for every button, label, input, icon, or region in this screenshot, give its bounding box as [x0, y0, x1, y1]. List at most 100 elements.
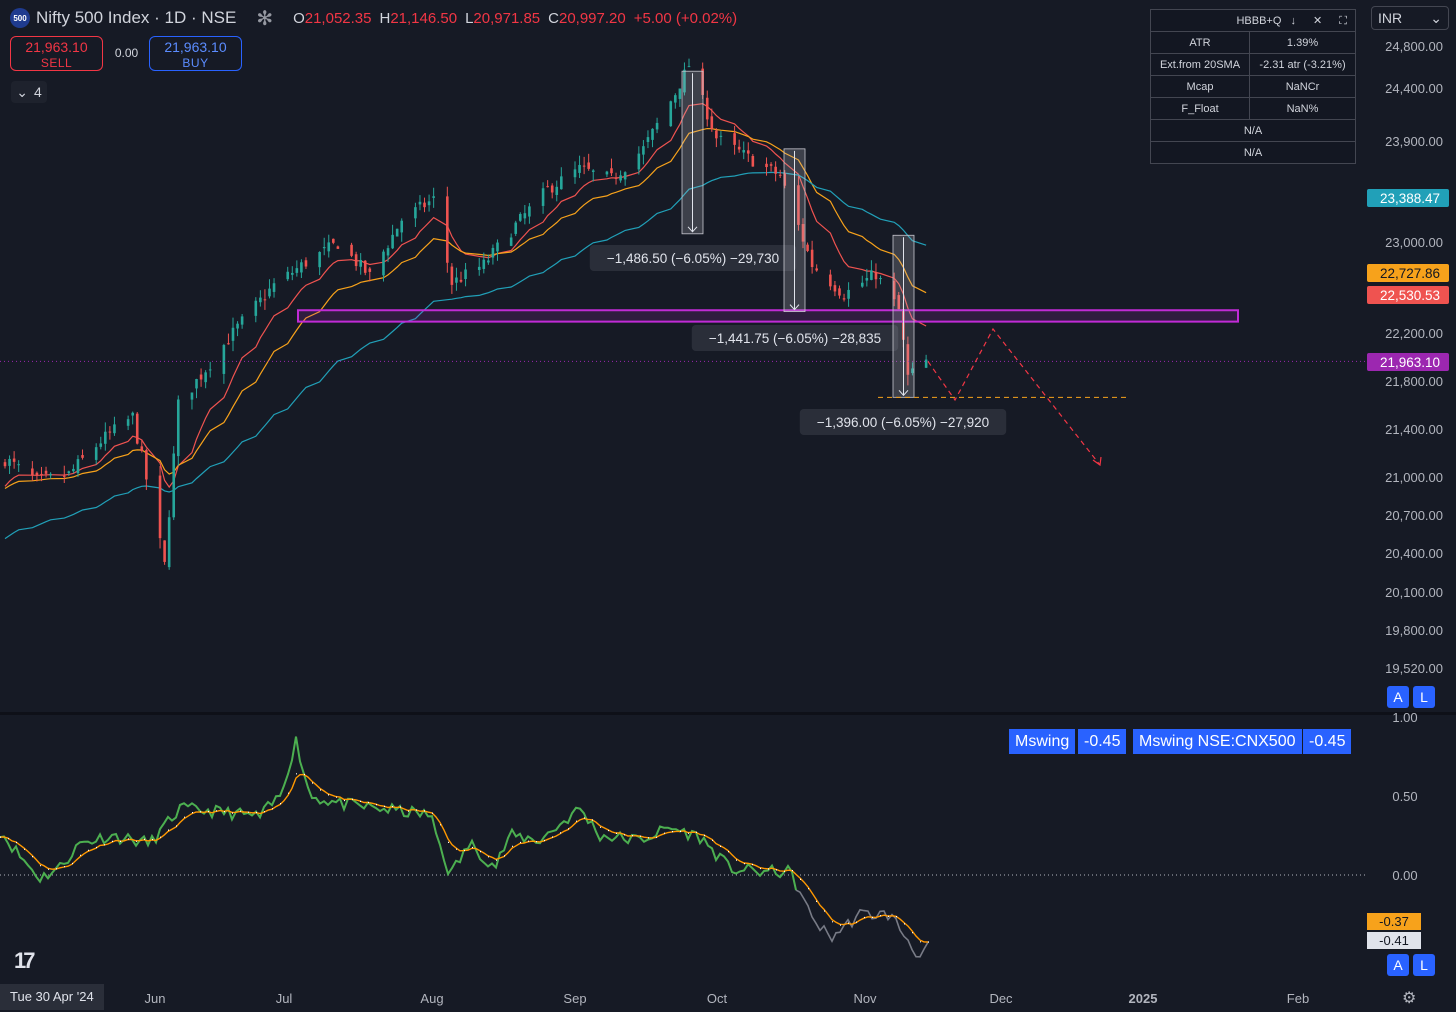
- buy-button[interactable]: 21,963.10 BUY: [149, 36, 242, 71]
- time-tick-label: Oct: [707, 991, 728, 1006]
- drawings: −1,486.50 (−6.05%) −29,730 −1,441.75 (−6.…: [0, 70, 1365, 467]
- candlestick-series: [3, 58, 928, 570]
- candle: [806, 244, 809, 251]
- candle: [710, 116, 714, 129]
- candle: [126, 419, 130, 426]
- tradingview-logo-icon[interactable]: 17: [14, 948, 36, 973]
- candle: [172, 453, 176, 518]
- measure-arrowhead: [898, 389, 909, 397]
- candle: [163, 540, 166, 562]
- collapse-icon[interactable]: ✕: [1313, 14, 1323, 27]
- osc-tag: [1367, 932, 1421, 949]
- candle: [263, 299, 267, 301]
- sell-button[interactable]: 21,963.10 SELL: [10, 36, 103, 71]
- candle: [94, 447, 98, 460]
- candle: [322, 247, 326, 249]
- download-icon[interactable]: ↓: [1290, 14, 1296, 27]
- osc-tag-label: -0.41: [1379, 933, 1409, 948]
- stats-title: HBBB+Q ↓ ✕ ⛶: [1150, 9, 1356, 32]
- currency-select[interactable]: INR ⌄: [1371, 6, 1449, 30]
- candle: [797, 185, 800, 225]
- symbol-header: 500 Nifty 500 Index · 1D · NSE ✻ O21,052…: [10, 7, 738, 30]
- mswing-legend-value: -0.45: [1078, 729, 1127, 754]
- candle: [459, 279, 463, 282]
- time-tick-label: 2025: [1129, 991, 1158, 1006]
- stats-row: ATR 1.39%: [1149, 31, 1356, 54]
- candle: [514, 222, 518, 234]
- time-tick-label: Jul: [276, 991, 293, 1006]
- sun-gear-icon[interactable]: ✻: [256, 7, 274, 30]
- candle: [49, 473, 52, 476]
- candle: [44, 470, 48, 474]
- time-axis: Jun Jul Aug Sep Oct Nov Dec 2025 Feb: [145, 991, 1310, 1006]
- candle: [332, 238, 335, 243]
- candle: [363, 260, 367, 273]
- oscillator-dots: [0, 773, 929, 943]
- candle: [829, 274, 832, 287]
- candle: [76, 459, 80, 474]
- stats-table: HBBB+Q ↓ ✕ ⛶ ATR 1.39% Ext.from 20SMA -2.3…: [1149, 9, 1356, 164]
- candle: [67, 471, 71, 474]
- osc-tick-label: 1.00: [1392, 710, 1417, 725]
- price-tag-label: 22,727.86: [1380, 266, 1440, 281]
- price-tick-label: 20,700.00: [1385, 508, 1443, 523]
- candle: [546, 186, 549, 188]
- support-zone: [297, 309, 1239, 323]
- candle: [523, 213, 527, 219]
- candle: [550, 185, 554, 193]
- log-scale-button[interactable]: L: [1413, 686, 1435, 708]
- candle: [354, 254, 358, 267]
- candle: [715, 130, 718, 139]
- time-tick-label: Dec: [989, 991, 1013, 1006]
- measure-label-bg: [799, 409, 1007, 435]
- stats-row: Ext.from 20SMA -2.31 atr (-3.21%): [1149, 53, 1356, 76]
- fullscreen-icon[interactable]: ⛶: [1339, 14, 1347, 27]
- measure-label-bg: [691, 325, 899, 351]
- candle: [560, 176, 563, 190]
- candle: [158, 475, 162, 539]
- ohlc-values: O21,052.35 H21,146.50 L20,971.85 C20,997…: [293, 9, 738, 27]
- stats-row: N/A: [1150, 141, 1356, 164]
- osc-auto-scale-button[interactable]: A: [1387, 954, 1409, 976]
- candle: [655, 122, 659, 130]
- price-tag: [1367, 189, 1449, 207]
- candle: [509, 237, 513, 246]
- candle: [204, 372, 207, 383]
- spread-value: 0.00: [114, 46, 139, 60]
- candle: [62, 475, 66, 477]
- measure-arrowhead: [687, 226, 698, 233]
- auto-scale-button[interactable]: A: [1387, 686, 1409, 708]
- measure-label-bg: [589, 245, 797, 271]
- candle: [427, 201, 431, 206]
- settings-icon[interactable]: ⚙: [1402, 990, 1417, 1007]
- osc-log-scale-button[interactable]: L: [1413, 954, 1435, 976]
- candle: [81, 455, 84, 458]
- indicators-collapse-button[interactable]: ⌄ 4: [11, 81, 47, 103]
- candle: [646, 137, 650, 143]
- price-tick-label: 24,400.00: [1385, 81, 1443, 96]
- candle: [167, 517, 171, 568]
- time-tick-label: Jun: [145, 991, 166, 1006]
- candle: [578, 164, 581, 173]
- price-tag: [1367, 353, 1449, 371]
- candle: [455, 277, 458, 283]
- time-tick-label: Aug: [420, 991, 443, 1006]
- candle: [833, 285, 837, 292]
- chevron-down-icon: ⌄: [16, 83, 28, 100]
- candle: [678, 88, 682, 99]
- candle: [911, 368, 914, 374]
- time-tick-label: Nov: [853, 991, 877, 1006]
- candle: [190, 392, 194, 400]
- candle: [240, 316, 244, 325]
- candle: [222, 345, 226, 374]
- candle: [135, 413, 139, 444]
- candle: [176, 399, 180, 457]
- ema-mid-line: [4, 127, 927, 490]
- candle: [72, 468, 75, 472]
- symbol-title[interactable]: Nifty 500 Index · 1D · NSE: [36, 8, 237, 27]
- candle: [386, 248, 390, 256]
- price-tick-label: 22,200.00: [1385, 326, 1443, 341]
- candle: [3, 462, 7, 467]
- candle: [290, 272, 294, 275]
